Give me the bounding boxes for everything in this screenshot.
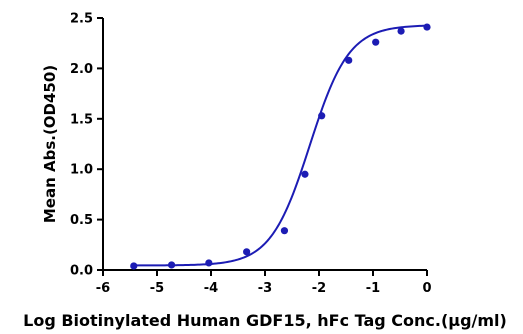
x-axis: -6 -5 -4 -3 -2 -1 0 — [96, 269, 432, 296]
data-point — [397, 27, 405, 35]
data-points — [130, 23, 431, 270]
data-point — [345, 56, 353, 64]
y-tick-label: 2.5 — [70, 12, 93, 27]
y-tick-label: 2.0 — [70, 62, 93, 77]
y-tick-label: 0.5 — [70, 213, 93, 228]
x-tick-label: -2 — [312, 281, 326, 296]
fit-curve — [133, 24, 428, 267]
data-point — [280, 227, 289, 235]
data-point — [243, 248, 251, 256]
x-axis-title: Log Biotinylated Human GDF15, hFc Tag Co… — [23, 311, 507, 330]
y-tick-label: 0.0 — [70, 264, 93, 279]
data-point — [318, 112, 326, 120]
x-tick-label: -5 — [150, 281, 164, 296]
y-axis-title: Mean Abs.(OD450) — [41, 65, 59, 223]
x-tick-label: -6 — [96, 281, 110, 296]
x-tick-label: -4 — [204, 281, 218, 296]
x-tick-label: 0 — [422, 281, 431, 296]
data-point — [130, 262, 138, 270]
data-point — [205, 259, 213, 267]
x-tick-label: -1 — [366, 281, 380, 296]
y-axis: 0.0 0.5 1.0 1.5 2.0 2.5 — [70, 12, 104, 279]
x-tick-label: -3 — [258, 281, 272, 296]
data-point — [423, 23, 431, 31]
data-point — [301, 170, 309, 178]
y-tick-label: 1.5 — [70, 112, 93, 127]
x-ticks: -6 -5 -4 -3 -2 -1 0 — [96, 270, 432, 296]
data-point — [372, 38, 380, 46]
data-point — [167, 261, 176, 269]
y-tick-label: 1.0 — [70, 163, 93, 178]
y-ticks: 0.0 0.5 1.0 1.5 2.0 2.5 — [70, 12, 103, 279]
